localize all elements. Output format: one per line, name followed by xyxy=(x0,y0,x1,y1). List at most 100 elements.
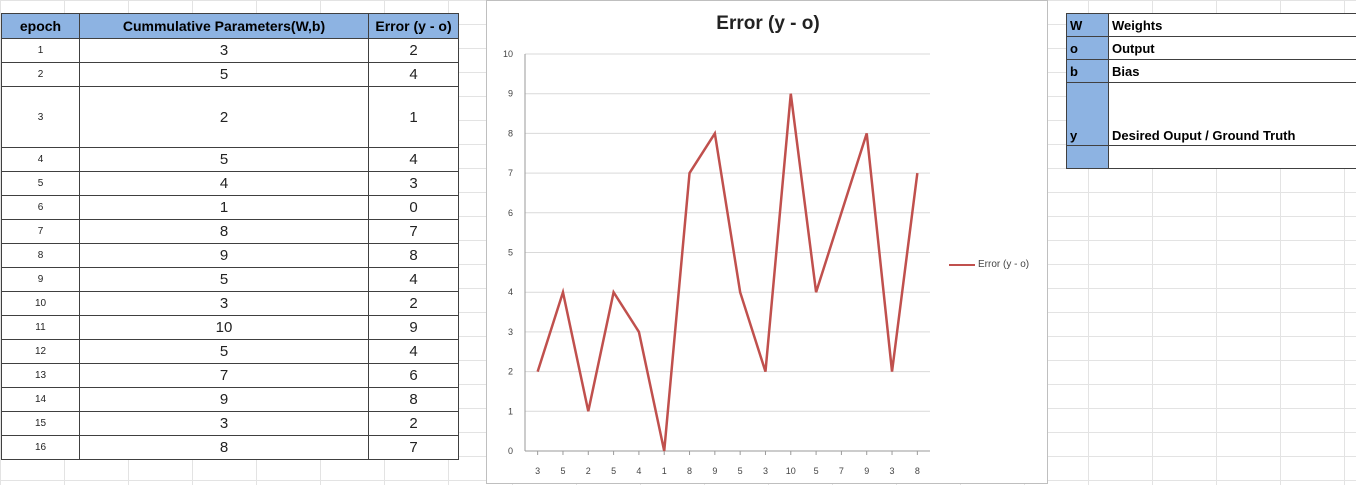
cell-params[interactable]: 3 xyxy=(80,292,369,316)
legend-key-cell[interactable]: o xyxy=(1067,37,1109,60)
cell-error[interactable]: 6 xyxy=(369,364,459,388)
cell-epoch[interactable]: 9 xyxy=(2,268,80,292)
y-tick-label: 5 xyxy=(508,248,513,258)
x-tick-label: 7 xyxy=(839,466,844,476)
header-error[interactable]: Error (y - o) xyxy=(369,14,459,39)
cell-params[interactable]: 9 xyxy=(80,244,369,268)
cell-params[interactable]: 1 xyxy=(80,196,369,220)
x-tick-label: 5 xyxy=(611,466,616,476)
cell-params[interactable]: 8 xyxy=(80,436,369,460)
cell-error[interactable]: 7 xyxy=(369,436,459,460)
x-tick-label: 9 xyxy=(864,466,869,476)
cell-epoch[interactable]: 3 xyxy=(2,87,80,148)
cell-error[interactable]: 8 xyxy=(369,244,459,268)
cell-error[interactable]: 7 xyxy=(369,220,459,244)
y-tick-label: 9 xyxy=(508,89,513,99)
cell-error[interactable]: 2 xyxy=(369,39,459,63)
cell-params[interactable]: 8 xyxy=(80,220,369,244)
y-tick-label: 0 xyxy=(508,446,513,456)
x-tick-label: 8 xyxy=(687,466,692,476)
x-tick-label: 1 xyxy=(662,466,667,476)
y-tick-label: 7 xyxy=(508,168,513,178)
cell-error[interactable]: 8 xyxy=(369,388,459,412)
y-tick-label: 3 xyxy=(508,327,513,337)
cell-epoch[interactable]: 6 xyxy=(2,196,80,220)
header-row: epoch Cummulative Parameters(W,b) Error … xyxy=(2,14,459,39)
header-epoch[interactable]: epoch xyxy=(2,14,80,39)
legend-key-cell[interactable]: b xyxy=(1067,60,1109,83)
cell-params[interactable]: 9 xyxy=(80,388,369,412)
y-tick-label: 6 xyxy=(508,208,513,218)
cell-epoch[interactable]: 10 xyxy=(2,292,80,316)
cell-epoch[interactable]: 4 xyxy=(2,148,80,172)
cell-error[interactable]: 1 xyxy=(369,87,459,148)
cell-epoch[interactable]: 1 xyxy=(2,39,80,63)
legend-key-cell[interactable]: W xyxy=(1067,14,1109,37)
x-tick-label: 4 xyxy=(636,466,641,476)
cell-params[interactable]: 5 xyxy=(80,63,369,87)
x-tick-label: 9 xyxy=(712,466,717,476)
cell-error[interactable]: 0 xyxy=(369,196,459,220)
legend-key-cell[interactable]: y xyxy=(1067,83,1109,146)
cell-epoch[interactable]: 8 xyxy=(2,244,80,268)
chart-title: Error (y - o) xyxy=(487,13,1049,35)
cell-epoch[interactable]: 11 xyxy=(2,316,80,340)
header-params[interactable]: Cummulative Parameters(W,b) xyxy=(80,14,369,39)
cell-error[interactable]: 4 xyxy=(369,268,459,292)
cell-params[interactable]: 5 xyxy=(80,268,369,292)
cell-params[interactable]: 7 xyxy=(80,364,369,388)
cell-error[interactable]: 9 xyxy=(369,316,459,340)
cell-error[interactable]: 4 xyxy=(369,63,459,87)
x-tick-label: 2 xyxy=(586,466,591,476)
cell-params[interactable]: 3 xyxy=(80,39,369,63)
x-tick-label: 8 xyxy=(915,466,920,476)
cell-epoch[interactable]: 16 xyxy=(2,436,80,460)
cell-params[interactable]: 5 xyxy=(80,340,369,364)
legend-value-cell[interactable]: Output xyxy=(1109,37,1356,60)
cell-error[interactable]: 4 xyxy=(369,148,459,172)
cell-error[interactable]: 4 xyxy=(369,340,459,364)
x-tick-label: 3 xyxy=(890,466,895,476)
cell-epoch[interactable]: 2 xyxy=(2,63,80,87)
cell-params[interactable]: 3 xyxy=(80,412,369,436)
cell-error[interactable]: 2 xyxy=(369,292,459,316)
legend-value-cell[interactable]: Bias xyxy=(1109,60,1356,83)
legend-value-cell[interactable]: Weights xyxy=(1109,14,1356,37)
y-tick-label: 8 xyxy=(508,128,513,138)
y-tick-label: 1 xyxy=(508,406,513,416)
cell-epoch[interactable]: 13 xyxy=(2,364,80,388)
cell-error[interactable]: 3 xyxy=(369,172,459,196)
cell-params[interactable]: 2 xyxy=(80,87,369,148)
cell-epoch[interactable]: 12 xyxy=(2,340,80,364)
x-tick-label: 3 xyxy=(763,466,768,476)
cell-error[interactable]: 2 xyxy=(369,412,459,436)
legend-table-row xyxy=(1067,146,1356,169)
cell-params[interactable]: 4 xyxy=(80,172,369,196)
cell-epoch[interactable]: 7 xyxy=(2,220,80,244)
error-series-line xyxy=(538,94,918,451)
cell-params[interactable]: 10 xyxy=(80,316,369,340)
legend-value-cell[interactable]: Desired Ouput / Ground Truth xyxy=(1109,83,1356,146)
legend-key-cell[interactable] xyxy=(1067,146,1109,169)
cell-epoch[interactable]: 15 xyxy=(2,412,80,436)
cell-epoch[interactable]: 14 xyxy=(2,388,80,412)
cell-epoch[interactable]: 5 xyxy=(2,172,80,196)
x-tick-label: 10 xyxy=(786,466,796,476)
cell-params[interactable]: 5 xyxy=(80,148,369,172)
legend-value-cell[interactable] xyxy=(1109,146,1356,169)
